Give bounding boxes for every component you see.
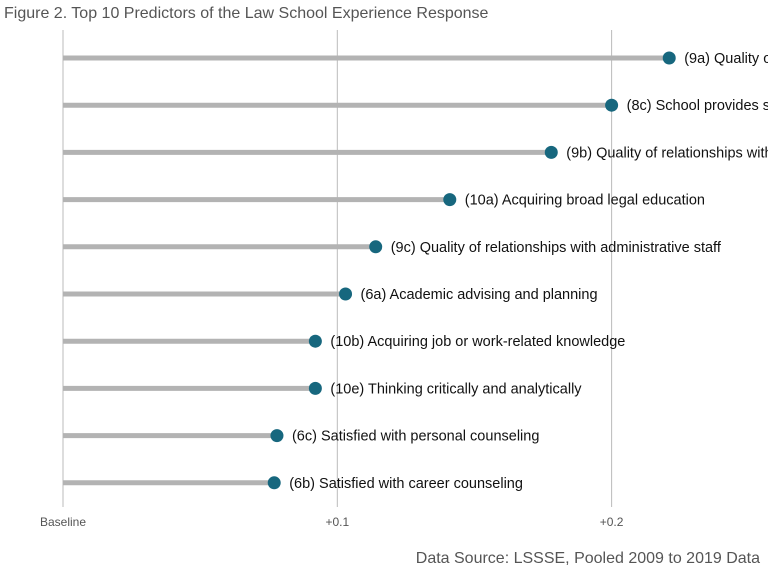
predictor-label: (10e) Thinking critically and analytical… — [330, 381, 582, 397]
lollipop-point — [308, 381, 322, 395]
lollipop-point — [270, 429, 284, 443]
lollipop-point — [308, 334, 322, 348]
lollipop-point — [339, 287, 353, 301]
x-axis-ticks: Baseline +0.1 +0.2 — [40, 515, 624, 529]
x-tick-label: +0.2 — [600, 515, 624, 529]
lollipop-point — [662, 51, 676, 65]
data-source-caption: Data Source: LSSSE, Pooled 2009 to 2019 … — [415, 550, 760, 567]
predictor-label: (9c) Quality of relationships with admin… — [391, 240, 722, 256]
predictor-label: (6b) Satisfied with career counseling — [289, 476, 523, 492]
predictor-label: (9b) Quality of relationships with facul… — [566, 145, 768, 161]
predictor-label: (10a) Acquiring broad legal education — [465, 193, 705, 209]
predictor-label: (10b) Acquiring job or work-related know… — [330, 334, 625, 350]
lollipop-point — [544, 145, 558, 159]
lollipop-marks: (9a) Quality of relationships with other… — [63, 51, 768, 492]
chart-title: Figure 2. Top 10 Predictors of the Law S… — [4, 5, 489, 22]
x-tick-label: +0.1 — [325, 515, 349, 529]
lollipop-point — [267, 476, 281, 490]
x-tick-label: Baseline — [40, 515, 86, 529]
lollipop-point — [443, 193, 457, 207]
predictor-label: (9a) Quality of relationships with other… — [684, 51, 768, 67]
predictor-label: (6c) Satisfied with personal counseling — [292, 429, 539, 445]
lollipop-point — [605, 98, 619, 112]
predictor-label: (6a) Academic advising and planning — [361, 287, 598, 303]
predictor-label: (8c) School provides support needed to s… — [627, 98, 768, 114]
lollipop-point — [369, 240, 383, 254]
